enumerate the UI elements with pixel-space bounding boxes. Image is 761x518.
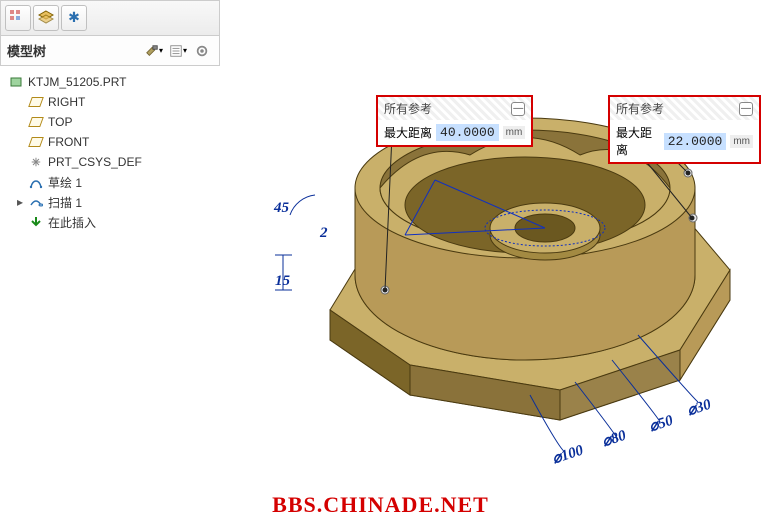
tree-item-csys[interactable]: ✳ PRT_CSYS_DEF <box>4 152 216 172</box>
datum-plane-icon <box>28 114 44 130</box>
tree-view-button[interactable] <box>5 5 31 31</box>
measure-title: 所有参考 <box>616 100 664 117</box>
tree-root-label: KTJM_51205.PRT <box>28 75 127 89</box>
csys-icon: ✳ <box>28 154 44 170</box>
measure-unit: mm <box>730 135 753 148</box>
datum-plane-icon <box>28 134 44 150</box>
measure-box-2: 所有参考 — 最大距离 22.0000 mm <box>608 95 761 164</box>
measure-box-1: 所有参考 — 最大距离 40.0000 mm <box>376 95 533 147</box>
measure-unit: mm <box>503 126 526 139</box>
tree-item-label: RIGHT <box>48 95 85 109</box>
dim-angle-45: 45 <box>274 200 289 217</box>
leaders <box>220 0 761 515</box>
top-toolbar: ✱ <box>0 0 220 36</box>
part-icon <box>8 74 24 90</box>
tree-tool-hammer[interactable]: ▾ <box>143 40 165 62</box>
tree-item-label: 草绘 1 <box>48 174 82 191</box>
tree-root[interactable]: KTJM_51205.PRT <box>4 72 216 92</box>
tree-item-insert[interactable]: 在此插入 <box>4 212 216 232</box>
viewport-3d[interactable]: 所有参考 — 最大距离 40.0000 mm 所有参考 — 最大距离 22.00… <box>220 0 761 515</box>
tree-tool-settings[interactable] <box>191 40 213 62</box>
measure-label: 最大距离 <box>384 124 432 141</box>
tree-item-top[interactable]: TOP <box>4 112 216 132</box>
expand-icon[interactable]: ▸ <box>14 196 26 208</box>
minimize-icon[interactable]: — <box>511 102 525 116</box>
dim-15: 15 <box>275 273 290 290</box>
measure-value-1: 40.0000 <box>436 124 499 141</box>
model-tree: KTJM_51205.PRT RIGHT TOP FRONT ✳ PRT_CSY… <box>0 66 220 238</box>
model-tree-header: 模型树 ▾ ▾ <box>0 36 220 66</box>
measure-title: 所有参考 <box>384 100 432 117</box>
tree-item-label: FRONT <box>48 135 89 149</box>
tree-item-right[interactable]: RIGHT <box>4 92 216 112</box>
tree-item-sketch[interactable]: 草绘 1 <box>4 172 216 192</box>
watermark: BBS.CHINADE.NET <box>272 492 489 518</box>
model-tree-title: 模型树 <box>7 41 46 60</box>
tree-tool-list[interactable]: ▾ <box>167 40 189 62</box>
tree-item-front[interactable]: FRONT <box>4 132 216 152</box>
tree-item-sweep[interactable]: ▸ 扫描 1 <box>4 192 216 212</box>
layers-button[interactable] <box>33 5 59 31</box>
tree-item-label: 扫描 1 <box>48 194 82 211</box>
sketch-icon <box>28 174 44 190</box>
measure-value-2: 22.0000 <box>664 133 727 150</box>
datum-plane-icon <box>28 94 44 110</box>
minimize-icon[interactable]: — <box>739 102 753 116</box>
measure-label: 最大距离 <box>616 124 660 158</box>
svg-text:✱: ✱ <box>68 10 80 25</box>
tree-item-label: 在此插入 <box>48 214 96 231</box>
insert-icon <box>28 214 44 230</box>
tree-item-label: PRT_CSYS_DEF <box>48 155 142 169</box>
sweep-icon <box>28 194 44 210</box>
dim-2: 2 <box>320 225 328 242</box>
tree-item-label: TOP <box>48 115 72 129</box>
settings-star-button[interactable]: ✱ <box>61 5 87 31</box>
